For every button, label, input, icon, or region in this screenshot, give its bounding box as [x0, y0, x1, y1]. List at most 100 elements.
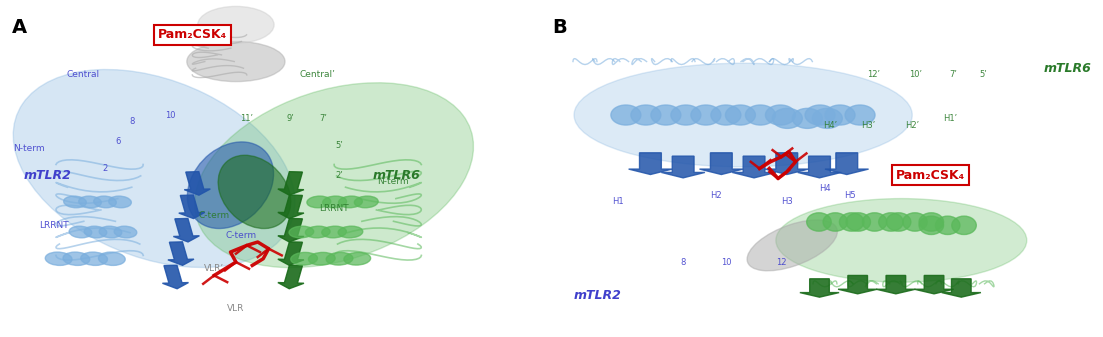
- Ellipse shape: [63, 252, 89, 266]
- Ellipse shape: [839, 213, 864, 231]
- Text: C-term: C-term: [226, 231, 257, 240]
- Ellipse shape: [952, 216, 976, 235]
- Ellipse shape: [775, 198, 1027, 282]
- Ellipse shape: [197, 6, 274, 43]
- Text: mTLR6: mTLR6: [373, 169, 420, 182]
- FancyArrow shape: [876, 275, 915, 294]
- Ellipse shape: [78, 196, 101, 208]
- Ellipse shape: [919, 213, 943, 231]
- FancyArrow shape: [278, 265, 304, 289]
- Ellipse shape: [845, 105, 875, 125]
- Text: 6: 6: [116, 137, 121, 146]
- Ellipse shape: [339, 226, 363, 238]
- Ellipse shape: [306, 226, 330, 238]
- Text: mTLR6: mTLR6: [1043, 62, 1091, 75]
- Ellipse shape: [289, 226, 313, 238]
- Ellipse shape: [846, 213, 870, 231]
- Ellipse shape: [99, 226, 121, 238]
- Text: 5’: 5’: [979, 70, 987, 80]
- Text: LRRNT: LRRNT: [319, 204, 349, 213]
- Text: 12: 12: [777, 257, 786, 267]
- Ellipse shape: [746, 105, 775, 125]
- Ellipse shape: [307, 196, 331, 208]
- Ellipse shape: [935, 216, 960, 235]
- Text: 7’: 7’: [319, 114, 328, 123]
- FancyArrow shape: [278, 218, 304, 242]
- Ellipse shape: [309, 252, 335, 265]
- Text: H4: H4: [820, 184, 831, 193]
- Ellipse shape: [326, 252, 353, 265]
- Ellipse shape: [823, 213, 847, 231]
- Text: 2: 2: [103, 164, 108, 173]
- Ellipse shape: [13, 69, 295, 268]
- FancyArrow shape: [662, 156, 705, 178]
- Ellipse shape: [94, 196, 116, 208]
- Ellipse shape: [186, 41, 285, 82]
- Text: mTLR2: mTLR2: [574, 289, 622, 302]
- Ellipse shape: [45, 252, 72, 266]
- Ellipse shape: [919, 216, 943, 235]
- Text: Pam₂CSK₄: Pam₂CSK₄: [158, 28, 227, 41]
- Text: mTLR2: mTLR2: [23, 169, 71, 182]
- Ellipse shape: [344, 252, 371, 265]
- FancyArrow shape: [168, 242, 194, 265]
- Text: 10: 10: [721, 257, 732, 267]
- Text: 7’: 7’: [950, 70, 957, 80]
- FancyArrow shape: [278, 242, 304, 265]
- FancyArrow shape: [825, 153, 868, 175]
- FancyArrow shape: [173, 218, 200, 242]
- Text: Central’: Central’: [300, 70, 335, 80]
- Ellipse shape: [747, 220, 837, 271]
- Text: H5: H5: [844, 191, 856, 200]
- Ellipse shape: [84, 226, 107, 238]
- Ellipse shape: [574, 63, 912, 167]
- Ellipse shape: [218, 155, 291, 228]
- FancyArrow shape: [629, 153, 672, 175]
- Text: 9’: 9’: [287, 114, 295, 123]
- Text: H4’: H4’: [823, 121, 837, 129]
- Text: B: B: [553, 18, 567, 37]
- Text: N-term’: N-term’: [377, 177, 411, 186]
- Text: VLR’: VLR’: [204, 264, 224, 273]
- Ellipse shape: [710, 105, 741, 125]
- FancyArrow shape: [278, 195, 304, 218]
- Ellipse shape: [81, 252, 107, 266]
- Text: 2’: 2’: [335, 171, 343, 180]
- Ellipse shape: [863, 213, 887, 231]
- Ellipse shape: [114, 226, 137, 238]
- Ellipse shape: [671, 105, 700, 125]
- Ellipse shape: [651, 105, 681, 125]
- Text: 12’: 12’: [868, 70, 880, 80]
- Text: 10: 10: [165, 111, 175, 120]
- FancyArrow shape: [699, 153, 743, 175]
- FancyArrow shape: [162, 265, 189, 289]
- Ellipse shape: [879, 213, 903, 231]
- FancyArrow shape: [797, 156, 842, 178]
- Text: H3’: H3’: [861, 121, 876, 129]
- Text: 5’: 5’: [335, 141, 343, 150]
- FancyArrow shape: [942, 279, 981, 297]
- Text: H3: H3: [781, 197, 793, 207]
- Ellipse shape: [109, 196, 131, 208]
- Ellipse shape: [354, 196, 378, 208]
- FancyArrow shape: [765, 153, 808, 175]
- Text: Pam₂CSK₄: Pam₂CSK₄: [896, 169, 965, 182]
- Ellipse shape: [323, 196, 346, 208]
- Ellipse shape: [772, 108, 802, 128]
- FancyArrow shape: [179, 195, 205, 218]
- Text: H2’: H2’: [906, 121, 919, 129]
- Ellipse shape: [291, 252, 318, 265]
- Ellipse shape: [812, 108, 843, 128]
- Ellipse shape: [806, 213, 832, 231]
- Ellipse shape: [195, 83, 473, 268]
- FancyArrow shape: [800, 279, 839, 297]
- Text: LRRNT: LRRNT: [39, 221, 68, 230]
- Ellipse shape: [322, 226, 346, 238]
- Ellipse shape: [690, 105, 721, 125]
- Text: Central: Central: [66, 70, 99, 80]
- Ellipse shape: [339, 196, 363, 208]
- Ellipse shape: [902, 213, 928, 231]
- Ellipse shape: [188, 142, 274, 228]
- Text: 11’: 11’: [240, 114, 254, 123]
- Ellipse shape: [631, 105, 661, 125]
